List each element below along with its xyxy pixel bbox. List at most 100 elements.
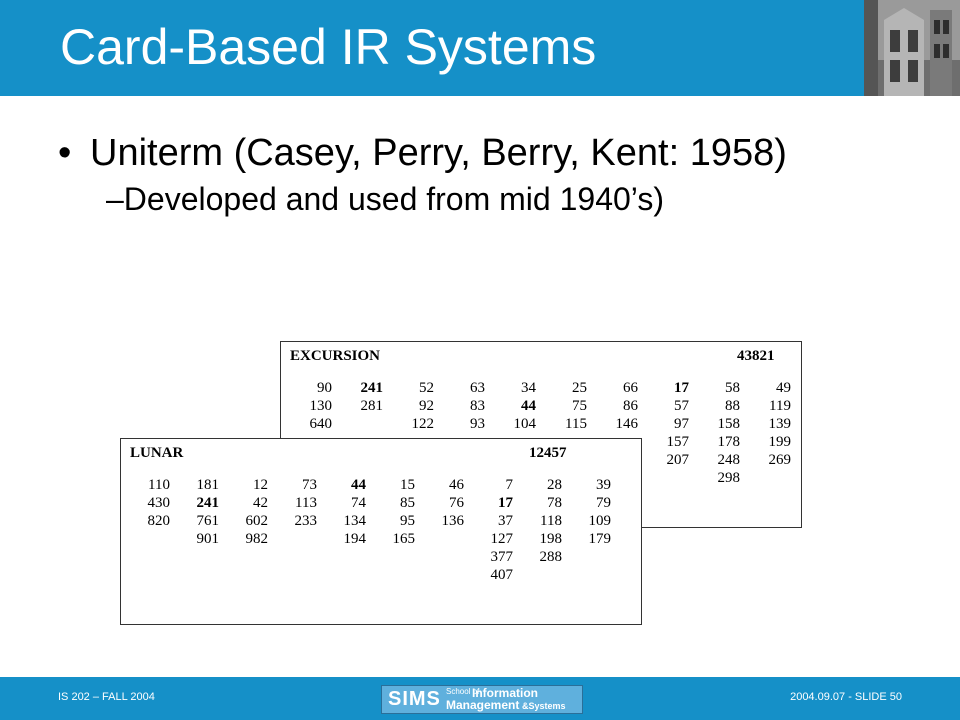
card-cell (513, 566, 562, 584)
logo-management: Management (446, 698, 520, 712)
card-cell: 97 (674, 416, 689, 432)
card-row: 207 248 269 (281, 451, 792, 469)
sims-logo: SIMS School of Information Management &S… (381, 685, 583, 714)
card-row: 377 288 (121, 548, 611, 566)
card-cell: 122 (411, 416, 435, 432)
card-cell (415, 530, 464, 548)
card-row: 430 241 42 113 74 85 76 17 78 79 (121, 494, 612, 512)
building-photo (864, 0, 960, 96)
footer-bar: IS 202 – FALL 2004 SIMS School of Inform… (0, 677, 960, 720)
logo-sims-text: SIMS (388, 688, 441, 710)
card-term: LUNAR (130, 445, 184, 461)
card-cell: 158 (717, 416, 741, 432)
card-cell: 42 (253, 495, 268, 511)
card-cell: 17 (498, 495, 513, 511)
card-cell: 12 (253, 477, 268, 493)
uniterm-card-lunar: LUNAR 12457 110 181 12 73 44 15 46 7 28 39 430 241 4… (120, 438, 642, 625)
card-cell: 298 (717, 470, 741, 486)
card-cell: 44 (521, 398, 536, 414)
card-cell: 17 (674, 380, 689, 396)
card-cell: 194 (343, 531, 367, 547)
bullet-list: • Uniterm (Casey, Perry, Berry, Kent: 195… (58, 132, 787, 218)
card-cell (366, 548, 415, 566)
card-cell: 198 (539, 531, 563, 547)
card-cell: 39 (596, 477, 611, 493)
card-cell: 49 (776, 380, 791, 396)
card-cell: 25 (572, 380, 587, 396)
card-row: 820 761 602 233 134 95 136 37 118 109 (121, 512, 612, 530)
card-cell: 15 (400, 477, 415, 493)
logo-systems: &Systems (522, 701, 566, 711)
title-bar: Card-Based IR Systems (0, 0, 960, 96)
card-cell: 73 (302, 477, 317, 493)
card-cell: 248 (717, 452, 741, 468)
card-cell (562, 548, 611, 566)
card-cell: 63 (470, 380, 485, 396)
card-cell: 46 (449, 477, 464, 493)
card-cell: 820 (147, 513, 171, 529)
card-cell: 75 (572, 398, 587, 414)
card-cell: 95 (400, 513, 415, 529)
card-cell: 66 (623, 380, 638, 396)
card-cell: 139 (768, 416, 792, 432)
card-cell: 281 (360, 398, 384, 414)
card-cell: 146 (615, 416, 639, 432)
card-cell: 57 (674, 398, 689, 414)
card-cell: 79 (596, 495, 611, 511)
card-cell: 34 (521, 380, 536, 396)
card-cell (317, 548, 366, 566)
course-label: IS 202 – FALL 2004 (58, 691, 155, 703)
card-cell (740, 469, 791, 487)
card-cell: 78 (547, 495, 562, 511)
card-cell (268, 530, 317, 548)
card-cell: 134 (343, 513, 367, 529)
card-cell: 7 (505, 477, 514, 493)
sub-bullet-item: –Developed and used from mid 1940’s) (106, 181, 664, 217)
card-cell: 233 (294, 513, 318, 529)
card-row: 901 982 194 165 127 198 179 (121, 530, 612, 548)
card-cell: 104 (513, 416, 537, 432)
card-cell (121, 566, 170, 584)
card-cell (121, 548, 170, 566)
card-cell: 241 (360, 380, 384, 396)
card-cell: 136 (441, 513, 465, 529)
card-cell (170, 566, 219, 584)
card-row: 407 (121, 566, 611, 584)
card-row: 110 181 12 73 44 15 46 7 28 39 (121, 476, 611, 494)
card-cell (268, 566, 317, 584)
card-cell: 109 (588, 513, 612, 529)
card-cell (415, 548, 464, 566)
card-number-table: 110 181 12 73 44 15 46 7 28 39 430 241 42 113 74 85 76 17… (121, 476, 612, 584)
card-cell: 241 (196, 495, 220, 511)
card-cell (415, 566, 464, 584)
card-cell (332, 415, 383, 433)
card-row: 157 178 199 (281, 433, 792, 451)
card-cell: 157 (666, 434, 690, 450)
card-cell: 74 (351, 495, 366, 511)
card-cell (317, 566, 366, 584)
card-cell: 37 (498, 513, 513, 529)
card-cell: 113 (295, 495, 317, 511)
bullet-marker: • (58, 132, 72, 174)
card-cell: 207 (666, 452, 690, 468)
card-cell: 119 (769, 398, 791, 414)
card-cell (121, 530, 170, 548)
card-cell: 58 (725, 380, 740, 396)
card-cell: 181 (196, 477, 220, 493)
card-cell: 165 (392, 531, 416, 547)
building-photo-graphic (864, 0, 960, 96)
card-cell: 90 (317, 380, 332, 396)
card-cell: 85 (400, 495, 415, 511)
card-cell (268, 548, 317, 566)
card-cell: 199 (768, 434, 792, 450)
card-cell: 269 (768, 452, 792, 468)
slide-title: Card-Based IR Systems (60, 19, 597, 75)
card-cell (638, 469, 689, 487)
card-cell: 407 (490, 567, 514, 583)
card-number: 12457 (529, 445, 567, 461)
logo-information: Information (472, 686, 538, 700)
card-cell (219, 548, 268, 566)
card-cell: 52 (419, 380, 434, 396)
card-cell: 430 (147, 495, 171, 511)
card-cell: 602 (245, 513, 269, 529)
